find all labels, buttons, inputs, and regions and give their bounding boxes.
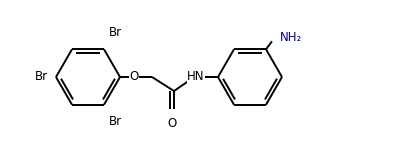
Text: HN: HN — [187, 71, 205, 84]
Text: Br: Br — [35, 71, 48, 84]
Text: Br: Br — [109, 26, 122, 39]
Text: Br: Br — [109, 115, 122, 128]
Text: O: O — [168, 117, 177, 130]
Text: O: O — [129, 71, 139, 84]
Text: NH₂: NH₂ — [280, 31, 302, 44]
